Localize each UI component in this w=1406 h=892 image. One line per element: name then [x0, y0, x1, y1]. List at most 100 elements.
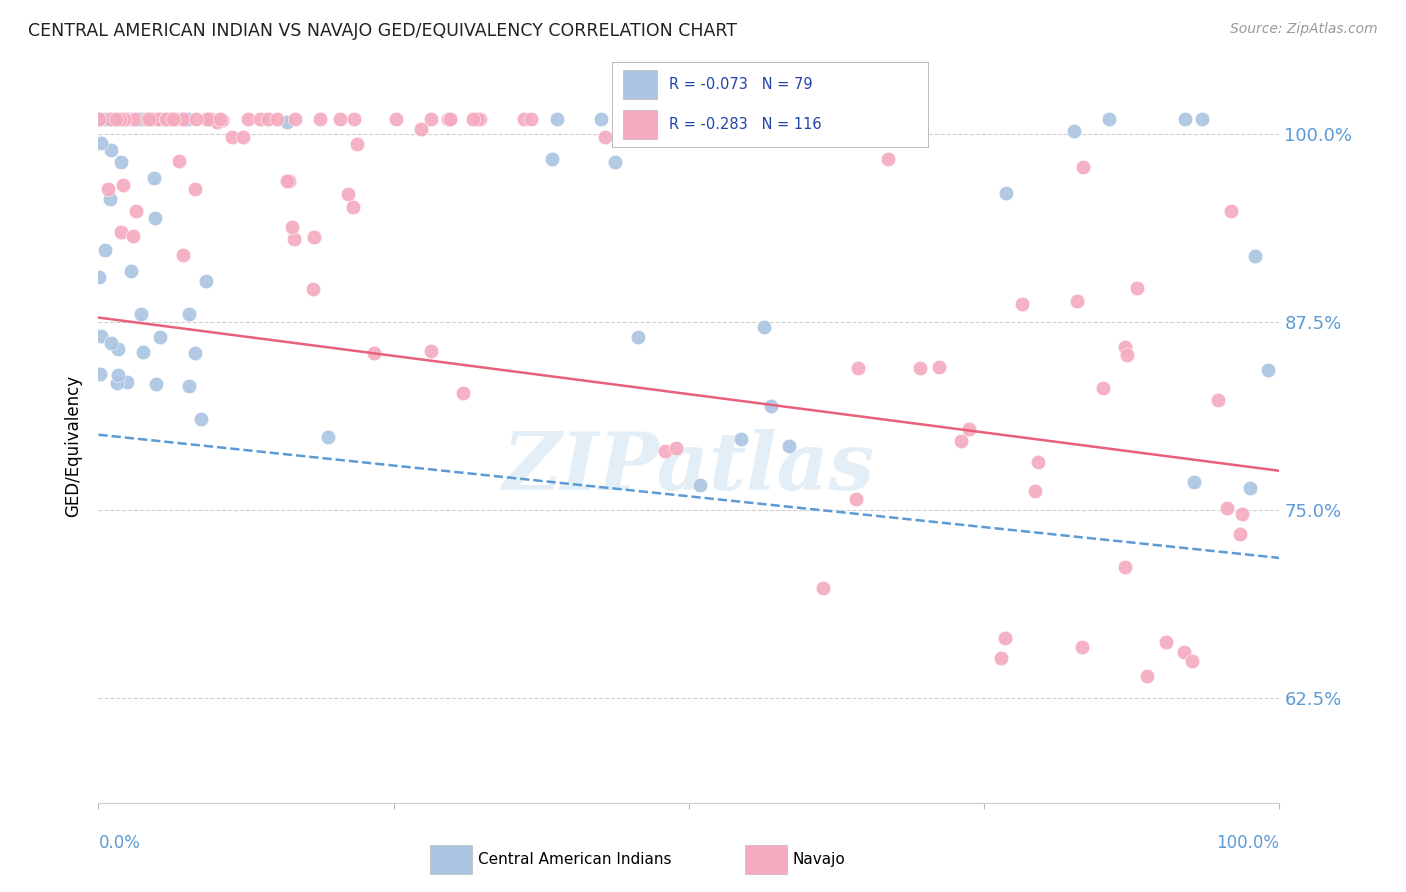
Point [114, 112, 136, 127]
Point [97, 182, 120, 196]
Point [276, 174, 298, 188]
Point [990, 651, 1012, 665]
Point [186, 112, 208, 127]
Point [232, 130, 254, 145]
Point [1026, 455, 1049, 469]
Point [163, 112, 186, 127]
Point [89, 368, 111, 382]
Point [110, 112, 132, 127]
Point [950, 434, 973, 448]
Point [470, 112, 492, 127]
Point [170, 112, 193, 127]
Point [127, 112, 149, 127]
Text: CENTRAL AMERICAN INDIAN VS NAVAJO GED/EQUIVALENCY CORRELATION CHART: CENTRAL AMERICAN INDIAN VS NAVAJO GED/EQ… [28, 22, 737, 40]
Point [205, 115, 228, 129]
Point [105, 376, 128, 390]
Point [1024, 484, 1046, 499]
Point [1114, 340, 1136, 354]
Point [121, 228, 143, 243]
Text: Central American Indians: Central American Indians [478, 853, 672, 867]
Point [547, 112, 569, 127]
Point [155, 112, 177, 127]
Point [208, 112, 231, 127]
Point [200, 112, 222, 127]
Point [897, 119, 920, 133]
Point [103, 112, 125, 127]
Point [211, 113, 233, 128]
Point [329, 112, 352, 127]
Point [115, 112, 138, 127]
Point [195, 274, 218, 288]
Point [420, 343, 443, 358]
Point [928, 359, 950, 374]
Point [197, 112, 219, 127]
Point [302, 230, 325, 244]
Point [100, 144, 122, 158]
Point [1206, 393, 1229, 408]
Point [1136, 669, 1159, 683]
Point [1071, 640, 1094, 655]
Point [141, 112, 163, 127]
Point [110, 225, 132, 239]
Point [120, 264, 142, 278]
Point [148, 112, 170, 127]
Point [846, 361, 869, 376]
Point [114, 112, 136, 127]
Point [87, 112, 110, 127]
Point [138, 112, 160, 127]
Point [778, 439, 800, 453]
Point [89, 112, 111, 127]
Point [132, 344, 155, 359]
Point [167, 153, 190, 168]
Point [122, 112, 145, 127]
Point [1063, 124, 1085, 138]
Point [277, 174, 299, 188]
Point [112, 112, 135, 127]
Point [1174, 112, 1197, 127]
Point [165, 112, 187, 127]
Point [759, 399, 782, 413]
Point [605, 154, 627, 169]
Point [114, 112, 136, 127]
Point [589, 112, 612, 127]
Point [145, 377, 167, 392]
Point [623, 112, 645, 127]
Point [1182, 475, 1205, 490]
Point [90, 136, 112, 150]
Point [100, 112, 122, 127]
Point [112, 112, 135, 127]
Point [654, 444, 676, 458]
Point [138, 112, 160, 127]
Point [132, 112, 155, 127]
Point [593, 129, 616, 144]
Point [1071, 160, 1094, 174]
Point [163, 112, 186, 127]
Point [104, 112, 127, 127]
Point [155, 112, 177, 127]
Point [184, 182, 207, 196]
Point [1216, 500, 1239, 515]
Point [1239, 481, 1261, 495]
Text: 100.0%: 100.0% [1216, 834, 1279, 852]
Point [117, 112, 139, 127]
Point [1257, 363, 1279, 377]
Text: R = -0.073   N = 79: R = -0.073 N = 79 [669, 77, 813, 92]
Point [995, 186, 1018, 200]
Point [184, 346, 207, 360]
Point [105, 112, 128, 127]
Point [1125, 281, 1147, 295]
Text: R = -0.283   N = 116: R = -0.283 N = 116 [669, 117, 821, 132]
Point [907, 112, 929, 127]
Point [100, 336, 122, 351]
Point [665, 441, 688, 455]
Point [284, 112, 307, 127]
Point [513, 112, 536, 127]
Point [302, 282, 325, 296]
Point [1219, 204, 1241, 219]
Point [908, 361, 931, 376]
Point [150, 112, 173, 127]
Point [90, 329, 112, 343]
Point [1173, 645, 1195, 659]
Point [343, 112, 366, 127]
Point [107, 342, 129, 356]
